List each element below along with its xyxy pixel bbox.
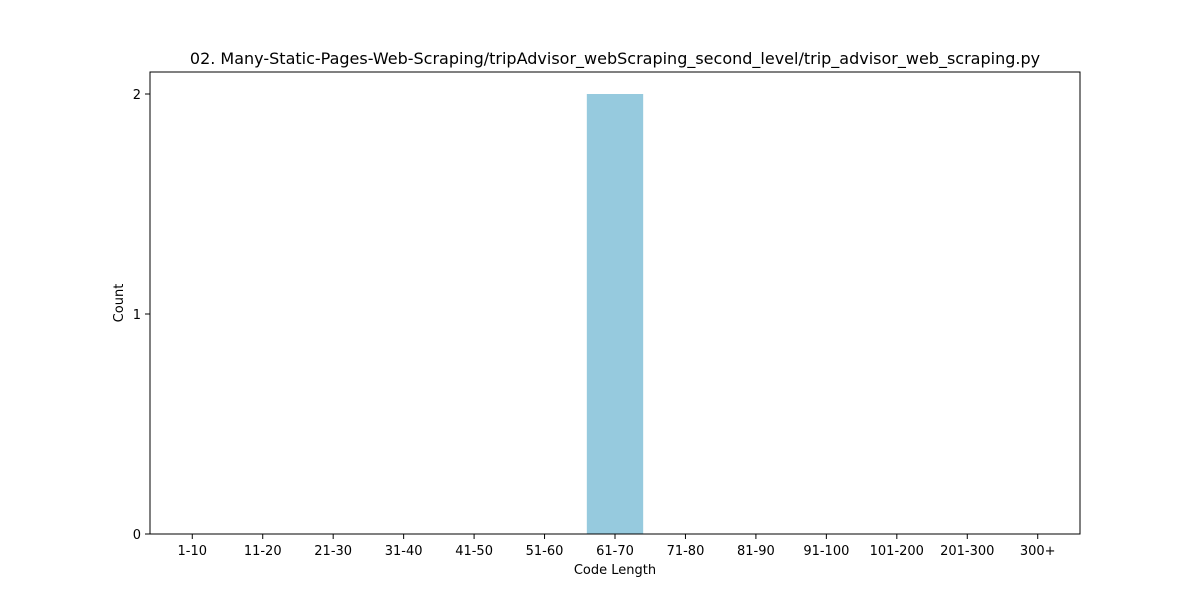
x-tick-label: 1-10 bbox=[178, 544, 208, 559]
x-axis-ticks: 1-10 11-20 21-30 31-40 41-50 51-60 61-70 71-80 8… bbox=[178, 534, 1056, 559]
x-tick-label: 61-70 bbox=[596, 544, 634, 559]
x-tick-label: 11-20 bbox=[244, 544, 282, 559]
x-tick-label: 51-60 bbox=[526, 544, 564, 559]
y-tick-label: 1 bbox=[133, 308, 141, 323]
y-tick-label: 2 bbox=[133, 88, 141, 103]
bar-61-70 bbox=[586, 94, 644, 534]
x-tick-label: 91-100 bbox=[803, 544, 849, 559]
x-tick-label: 21-30 bbox=[314, 544, 352, 559]
y-axis-label: Count bbox=[112, 284, 127, 323]
x-tick-label: 41-50 bbox=[455, 544, 493, 559]
x-tick-label: 71-80 bbox=[667, 544, 705, 559]
x-tick-label: 81-90 bbox=[737, 544, 775, 559]
x-tick-label: 300+ bbox=[1020, 544, 1056, 559]
y-axis-ticks: 0 1 2 bbox=[133, 88, 150, 543]
x-tick-label: 101-200 bbox=[870, 544, 924, 559]
y-tick-label: 0 bbox=[133, 528, 141, 543]
x-tick-label: 201-300 bbox=[940, 544, 994, 559]
x-tick-label: 31-40 bbox=[385, 544, 423, 559]
bars-layer bbox=[586, 94, 644, 534]
chart-title: 02. Many-Static-Pages-Web-Scraping/tripA… bbox=[190, 49, 1040, 69]
x-axis-label: Code Length bbox=[574, 563, 656, 578]
